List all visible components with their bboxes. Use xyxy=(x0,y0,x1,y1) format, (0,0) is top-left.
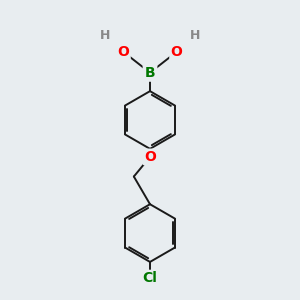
Text: Cl: Cl xyxy=(142,271,158,285)
Text: H: H xyxy=(190,29,200,42)
Text: H: H xyxy=(100,29,110,42)
Text: O: O xyxy=(144,150,156,164)
Text: B: B xyxy=(145,66,155,80)
Text: O: O xyxy=(171,45,182,59)
Text: O: O xyxy=(118,45,129,59)
